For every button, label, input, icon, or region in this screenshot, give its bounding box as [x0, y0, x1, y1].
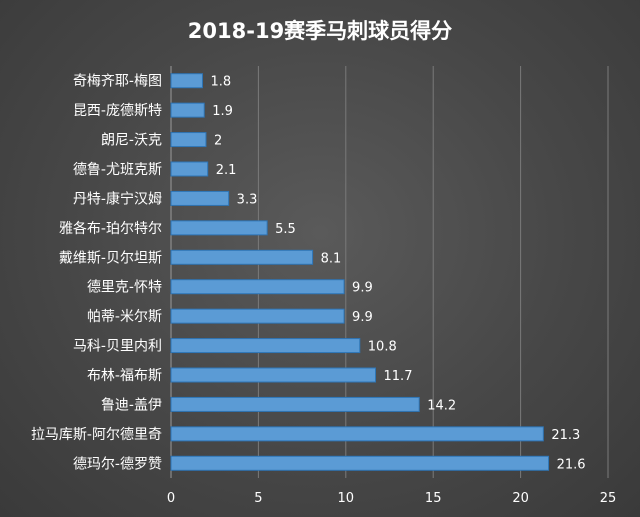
category-label: 鲁迪-盖伊	[101, 397, 162, 413]
chart-title: 2018-19赛季马刺球员得分	[188, 19, 452, 43]
category-label: 雅各布-珀尔特尔	[59, 221, 162, 237]
bars	[170, 73, 550, 471]
bar	[170, 367, 377, 383]
value-label: 9.9	[352, 281, 373, 296]
category-label: 朗尼-沃克	[101, 133, 162, 149]
category-label: 拉马库斯-阿尔德里奇	[31, 426, 162, 443]
value-label: 11.7	[384, 369, 413, 384]
value-label: 2	[214, 134, 222, 149]
bar	[170, 132, 207, 148]
bar	[170, 455, 550, 471]
bar	[170, 161, 209, 177]
value-label: 10.8	[368, 340, 397, 355]
value-label: 21.6	[557, 457, 586, 472]
value-label: 1.9	[212, 104, 233, 119]
bar	[170, 338, 361, 354]
bar	[170, 279, 345, 295]
x-tick-label: 5	[254, 491, 262, 506]
category-label: 戴维斯-贝尔坦斯	[59, 250, 162, 266]
x-tick-label: 0	[167, 491, 175, 506]
x-tick-label: 15	[425, 491, 442, 506]
bar	[170, 426, 544, 442]
bar	[170, 190, 230, 206]
bar	[170, 102, 205, 118]
value-label: 5.5	[275, 222, 296, 237]
bar	[170, 73, 203, 89]
category-labels: 德玛尔-德罗赞 拉马库斯-阿尔德里奇 鲁迪-盖伊 布林-福布斯 马科-贝里内利 帕蒂-米尔…	[31, 73, 162, 473]
x-tick-label: 10	[338, 491, 355, 506]
x-tick-label: 25	[600, 491, 617, 506]
grid-lines	[170, 66, 609, 478]
category-label: 马科-贝里内利	[73, 339, 162, 355]
value-label: 1.8	[210, 75, 231, 90]
category-label: 奇梅齐耶-梅图	[73, 73, 162, 90]
bar	[170, 308, 345, 324]
value-label: 21.3	[551, 428, 580, 443]
category-label: 德里克-怀特	[87, 280, 162, 296]
x-tick-labels: 0 5 10 15 20 25	[167, 491, 616, 506]
value-label: 3.3	[237, 192, 258, 207]
bar	[170, 396, 420, 412]
value-label: 9.9	[352, 310, 373, 325]
category-label: 布林-福布斯	[87, 368, 162, 384]
x-tick-label: 20	[512, 491, 529, 506]
category-label: 德鲁-尤班克斯	[73, 162, 162, 178]
value-label: 2.1	[216, 163, 237, 178]
category-label: 帕蒂-米尔斯	[87, 309, 162, 325]
value-label: 14.2	[427, 398, 456, 413]
category-label: 昆西-庞德斯特	[73, 103, 162, 119]
category-label: 丹特-康宁汉姆	[73, 190, 162, 207]
bar	[170, 220, 268, 236]
value-labels: 21.6 21.3 14.2 11.7 10.8 9.9 9.9 8.1 5.5 3.32.1 2 1…	[210, 75, 585, 473]
category-label: 德玛尔-德罗赞	[73, 456, 162, 472]
bar	[170, 249, 314, 265]
value-label: 8.1	[321, 251, 342, 266]
